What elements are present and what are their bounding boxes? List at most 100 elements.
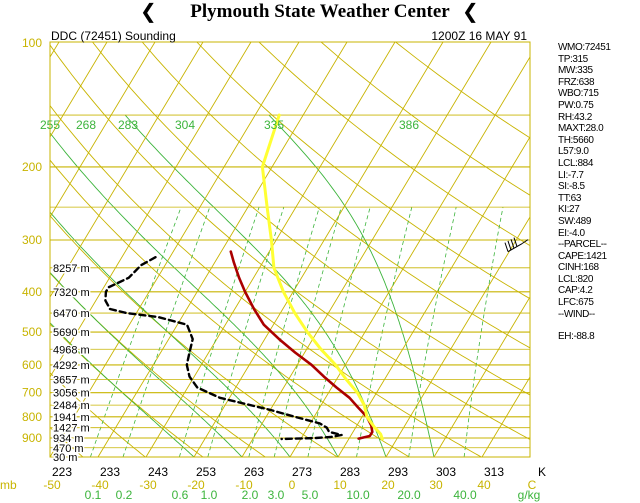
mixing-ratio-line	[408, 207, 457, 457]
height-label: 934 m	[53, 433, 84, 445]
isotherm-line	[481, 376, 530, 457]
isotherm-line	[241, 42, 492, 457]
pressure-tick-label: 200	[22, 160, 42, 174]
height-label: 4968 m	[53, 344, 90, 356]
celsius-tick-label: 40	[477, 478, 491, 492]
isotherm-line	[145, 42, 396, 457]
theta-label: 268	[76, 118, 96, 132]
celsius-tick-label: 0	[289, 478, 296, 492]
sidebar-index: --WIND--	[558, 308, 595, 320]
pressure-unit-label: mb	[0, 478, 17, 492]
pressure-tick-label: 400	[22, 285, 42, 299]
celsius-tick-label: 30	[429, 478, 443, 492]
sidebar-index: CAPE:1421	[558, 250, 607, 262]
wind-barb-icon	[504, 242, 509, 252]
mixing-ratio-tick-label: 20.0	[397, 488, 421, 502]
isotherm-line	[50, 42, 204, 298]
sidebar-index: LI:-7.7	[558, 169, 584, 181]
pressure-tick-label: 900	[22, 431, 42, 445]
sidebar-index: CINH:168	[558, 262, 599, 274]
theta-label: 255	[40, 118, 60, 132]
celsius-tick-label: -10	[235, 478, 253, 492]
height-label: 3657 m	[53, 374, 90, 386]
sidebar-gap	[558, 320, 640, 331]
sidebar-index: FRZ:638	[558, 76, 595, 88]
mixing-ratio-tick-label: g/kg	[518, 488, 541, 502]
isotherm-line	[193, 42, 444, 457]
mixing-ratio-line	[179, 206, 260, 457]
mixing-ratio-lines	[90, 206, 504, 457]
sidebar-index: EI:-4.0	[558, 227, 585, 239]
kelvin-tick-label: 273	[292, 465, 312, 479]
kelvin-tick-label: K	[538, 465, 546, 479]
pressure-tick-label: 800	[22, 410, 42, 424]
sidebar-index: TH:5660	[558, 134, 594, 146]
mixing-ratio-tick-label: 3.0	[268, 488, 285, 502]
sidebar-index: TT:63	[558, 192, 582, 204]
mixing-ratio-line	[248, 206, 320, 457]
sidebar-index: PW:0.75	[558, 99, 594, 111]
sidebar-index: EH:-88.8	[558, 331, 595, 343]
flag-right-icon: ❮	[462, 0, 479, 23]
mixing-ratio-tick-label: 40.0	[453, 488, 477, 502]
sidebar-index: WMO:72451	[558, 42, 611, 53]
isotherm-line	[289, 56, 530, 457]
mixing-ratio-line	[356, 207, 413, 457]
isotherm-line	[50, 42, 156, 218]
moist-adiabat-line	[50, 211, 291, 457]
time-label: 1200Z 16 MAY 91	[431, 29, 527, 43]
mixing-ratio-tick-label: 10.0	[346, 488, 370, 502]
moist-adiabat-line	[268, 114, 435, 457]
sidebar-index: LCL:884	[558, 157, 594, 169]
mixing-ratio-tick-label: 1.0	[201, 488, 218, 502]
wind-barb-icon	[510, 239, 515, 249]
mixing-ratio-tick-label: 0.1	[85, 488, 102, 502]
temperature-line	[229, 250, 374, 440]
height-label: 2484 m	[53, 400, 90, 412]
sidebar-index: TP:315	[558, 53, 588, 65]
height-label: 4292 m	[53, 360, 90, 372]
isotherm-line	[50, 42, 300, 457]
mixing-ratio-tick-label: 0.6	[172, 488, 189, 502]
mixing-ratio-tick-label: 2.0	[242, 488, 259, 502]
isotherm-line	[337, 136, 530, 457]
page-title: Plymouth State Weather Center	[190, 1, 450, 22]
mixing-ratio-tick-label: 0.2	[116, 488, 133, 502]
height-label: 3056 m	[53, 388, 90, 400]
mixing-ratio-line	[273, 206, 342, 457]
dry-adiabat-line	[50, 215, 338, 457]
isotherm-line	[97, 42, 348, 457]
axis-labels: DDC (72451) Sounding 1200Z 16 MAY 9110020…	[0, 29, 546, 502]
dewpoint-line	[104, 256, 343, 441]
kelvin-tick-label: 223	[52, 465, 72, 479]
isotherm-line	[433, 296, 530, 457]
celsius-tick-label: -20	[187, 478, 205, 492]
sidebar-index: SI:-8.5	[558, 181, 585, 193]
mixing-ratio-line	[463, 207, 504, 457]
pressure-tick-label: 600	[22, 358, 42, 372]
sidebar-index: KI:27	[558, 204, 580, 216]
sidebar-index: RH:43.2	[558, 111, 592, 123]
isotherm-line	[50, 42, 252, 378]
wind-barb-icon	[507, 240, 512, 251]
skewed-isotherms	[50, 42, 530, 457]
kelvin-tick-label: 293	[388, 465, 408, 479]
kelvin-tick-label: 233	[100, 465, 120, 479]
moist-adiabat-line	[50, 132, 339, 457]
wind-barb-icon	[521, 239, 529, 245]
moist-adiabat-line	[50, 322, 195, 457]
sidebar-index: --PARCEL--	[558, 239, 607, 251]
mixing-ratio-tick-label: 5.0	[302, 488, 319, 502]
sidebar-index: MW:335	[558, 65, 593, 77]
height-label: 6470 m	[53, 308, 90, 320]
theta-label: 386	[399, 118, 419, 132]
sidebar-index: LCL:820	[558, 273, 594, 285]
adiabat-lines	[50, 42, 530, 457]
kelvin-tick-label: 243	[148, 465, 168, 479]
height-label: 8257 m	[53, 263, 90, 275]
height-label: 30 m	[53, 452, 77, 464]
sidebar-index: MAXT:28.0	[558, 123, 604, 135]
kelvin-tick-label: 263	[244, 465, 264, 479]
moist-adiabat-line	[50, 271, 243, 457]
